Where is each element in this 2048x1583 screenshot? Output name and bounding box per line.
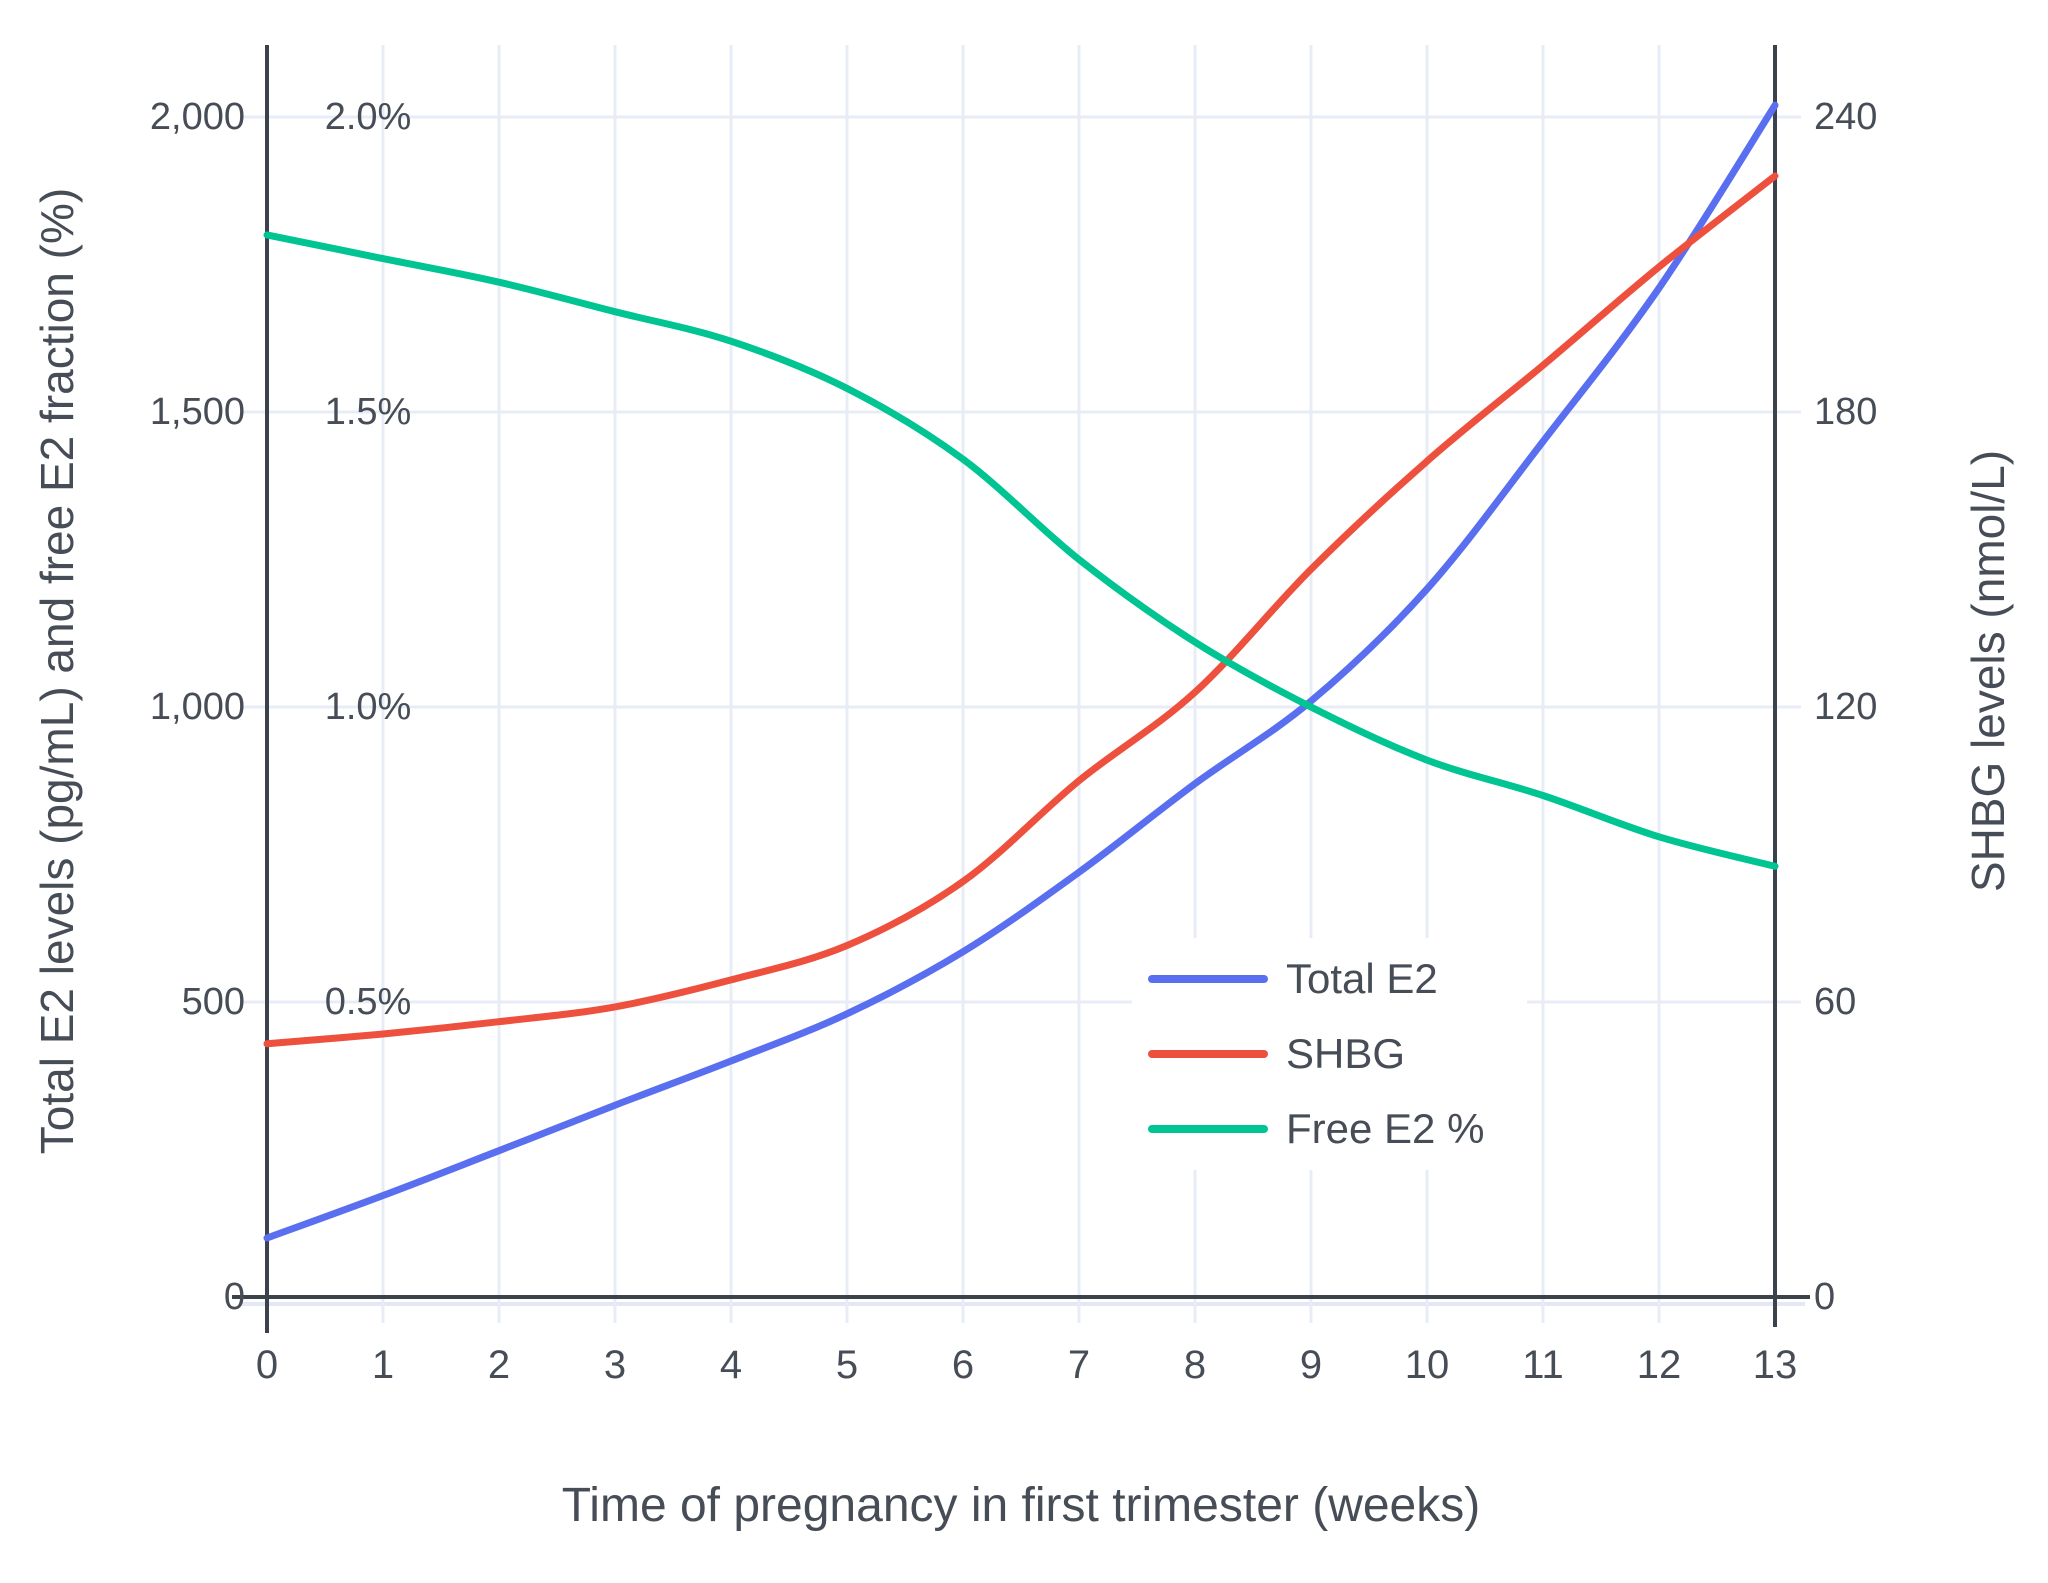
percent-tick-label: 1.5% bbox=[324, 390, 412, 433]
axis-lines bbox=[232, 45, 1810, 1333]
left-axis-tick-label: 500 bbox=[181, 980, 245, 1023]
percent-tick-label: 0.5% bbox=[324, 980, 412, 1023]
x-axis-tick-label: 2 bbox=[487, 1343, 511, 1387]
shbg-line bbox=[263, 172, 1779, 1048]
total-e2-line bbox=[263, 101, 1779, 1242]
x-axis-tick-label: 0 bbox=[255, 1343, 279, 1387]
x-axis-tick-label: 10 bbox=[1404, 1343, 1450, 1387]
legend-item: Free E2 % bbox=[1132, 1108, 1527, 1150]
x-axis-tick-label: 4 bbox=[719, 1343, 743, 1387]
right-axis-tick-label: 60 bbox=[1814, 980, 1857, 1023]
gridlines bbox=[240, 45, 1805, 1306]
left-axis-tick-label: 1,000 bbox=[149, 685, 245, 728]
x-axis-tick-label: 1 bbox=[371, 1343, 395, 1387]
x-axis-tick-label: 9 bbox=[1299, 1343, 1323, 1387]
x-axis-tick-label: 8 bbox=[1183, 1343, 1207, 1387]
legend-item: Total E2 bbox=[1132, 958, 1527, 1000]
x-axis-tick-label: 6 bbox=[951, 1343, 975, 1387]
data-curves bbox=[263, 101, 1779, 1242]
right-axis-tick-label: 240 bbox=[1814, 95, 1878, 138]
right-axis-tick-label: 0 bbox=[1814, 1276, 1836, 1318]
legend-line-swatch bbox=[1148, 1050, 1268, 1058]
x-axis-tick-label: 12 bbox=[1636, 1343, 1682, 1387]
percent-tick-label: 1.0% bbox=[324, 685, 412, 728]
left-axis-tick-label: 2,000 bbox=[149, 95, 245, 138]
x-axis-tick-label: 11 bbox=[1522, 1343, 1564, 1387]
x-axis-tick-label: 5 bbox=[835, 1343, 859, 1387]
axis-ticks bbox=[241, 115, 1801, 1323]
x-axis-tick-label: 7 bbox=[1067, 1343, 1091, 1387]
legend-line-swatch bbox=[1148, 1125, 1268, 1133]
left-axis-tick-label: 0 bbox=[223, 1276, 245, 1318]
right-axis-tick-label: 180 bbox=[1814, 390, 1878, 433]
legend-label: SHBG bbox=[1286, 1030, 1406, 1077]
right-axis-tick-label: 120 bbox=[1814, 685, 1878, 728]
x-axis-title: Time of pregnancy in first trimester (we… bbox=[561, 1479, 1481, 1532]
x-axis-tick-label: 3 bbox=[603, 1343, 627, 1387]
percent-tick-label: 2.0% bbox=[324, 95, 412, 138]
free-e2--line bbox=[263, 231, 1779, 870]
x-axis-tick-label: 13 bbox=[1752, 1343, 1798, 1387]
left-y-axis-title: Total E2 levels (pg/mL) and free E2 frac… bbox=[31, 187, 83, 1155]
left-axis-tick-label: 1,500 bbox=[149, 390, 245, 433]
legend-line-swatch bbox=[1148, 975, 1268, 983]
legend: Total E2 SHBG Free E2 % bbox=[1132, 938, 1527, 1170]
legend-item: SHBG bbox=[1132, 1033, 1527, 1075]
legend-label: Total E2 bbox=[1286, 955, 1438, 1002]
right-y-axis-title: SHBG levels (nmol/L) bbox=[1962, 449, 2014, 893]
legend-label: Free E2 % bbox=[1286, 1105, 1485, 1152]
